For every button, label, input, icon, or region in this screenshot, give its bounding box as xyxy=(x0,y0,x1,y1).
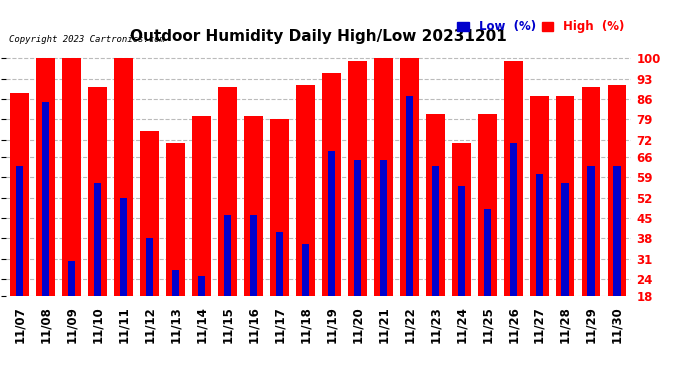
Bar xyxy=(276,232,283,296)
Bar xyxy=(198,276,205,296)
Bar xyxy=(16,166,23,296)
Bar xyxy=(250,215,257,296)
Bar xyxy=(587,166,595,296)
Legend: Low  (%), High  (%): Low (%), High (%) xyxy=(456,19,625,34)
Bar xyxy=(400,58,419,296)
Bar xyxy=(218,87,237,296)
Bar xyxy=(582,87,600,296)
Bar xyxy=(457,186,465,296)
Bar xyxy=(120,198,128,296)
Bar xyxy=(224,215,231,296)
Bar xyxy=(322,73,341,296)
Bar xyxy=(354,160,361,296)
Bar xyxy=(504,62,522,296)
Bar xyxy=(193,117,211,296)
Bar xyxy=(146,238,153,296)
Bar xyxy=(452,142,471,296)
Bar xyxy=(484,209,491,296)
Bar xyxy=(42,102,50,296)
Bar xyxy=(94,183,101,296)
Bar xyxy=(509,142,517,296)
Bar xyxy=(380,160,387,296)
Bar xyxy=(68,261,75,296)
Bar xyxy=(244,117,263,296)
Bar xyxy=(88,87,107,296)
Bar xyxy=(478,114,497,296)
Bar xyxy=(140,131,159,296)
Bar xyxy=(432,166,439,296)
Bar xyxy=(172,270,179,296)
Bar xyxy=(37,58,55,296)
Bar xyxy=(302,244,309,296)
Bar xyxy=(426,114,444,296)
Bar xyxy=(613,166,621,296)
Bar xyxy=(270,119,289,296)
Bar xyxy=(348,62,367,296)
Title: Outdoor Humidity Daily High/Low 20231201: Outdoor Humidity Daily High/Low 20231201 xyxy=(130,29,507,44)
Bar xyxy=(406,96,413,296)
Bar xyxy=(62,58,81,296)
Bar xyxy=(296,85,315,296)
Bar xyxy=(10,93,29,296)
Bar xyxy=(530,96,549,296)
Bar xyxy=(555,96,575,296)
Bar xyxy=(328,151,335,296)
Bar xyxy=(562,183,569,296)
Bar xyxy=(535,174,543,296)
Text: Copyright 2023 Cartronics.com: Copyright 2023 Cartronics.com xyxy=(9,35,164,44)
Bar xyxy=(608,85,627,296)
Bar xyxy=(374,58,393,296)
Bar xyxy=(115,58,133,296)
Bar xyxy=(166,142,185,296)
